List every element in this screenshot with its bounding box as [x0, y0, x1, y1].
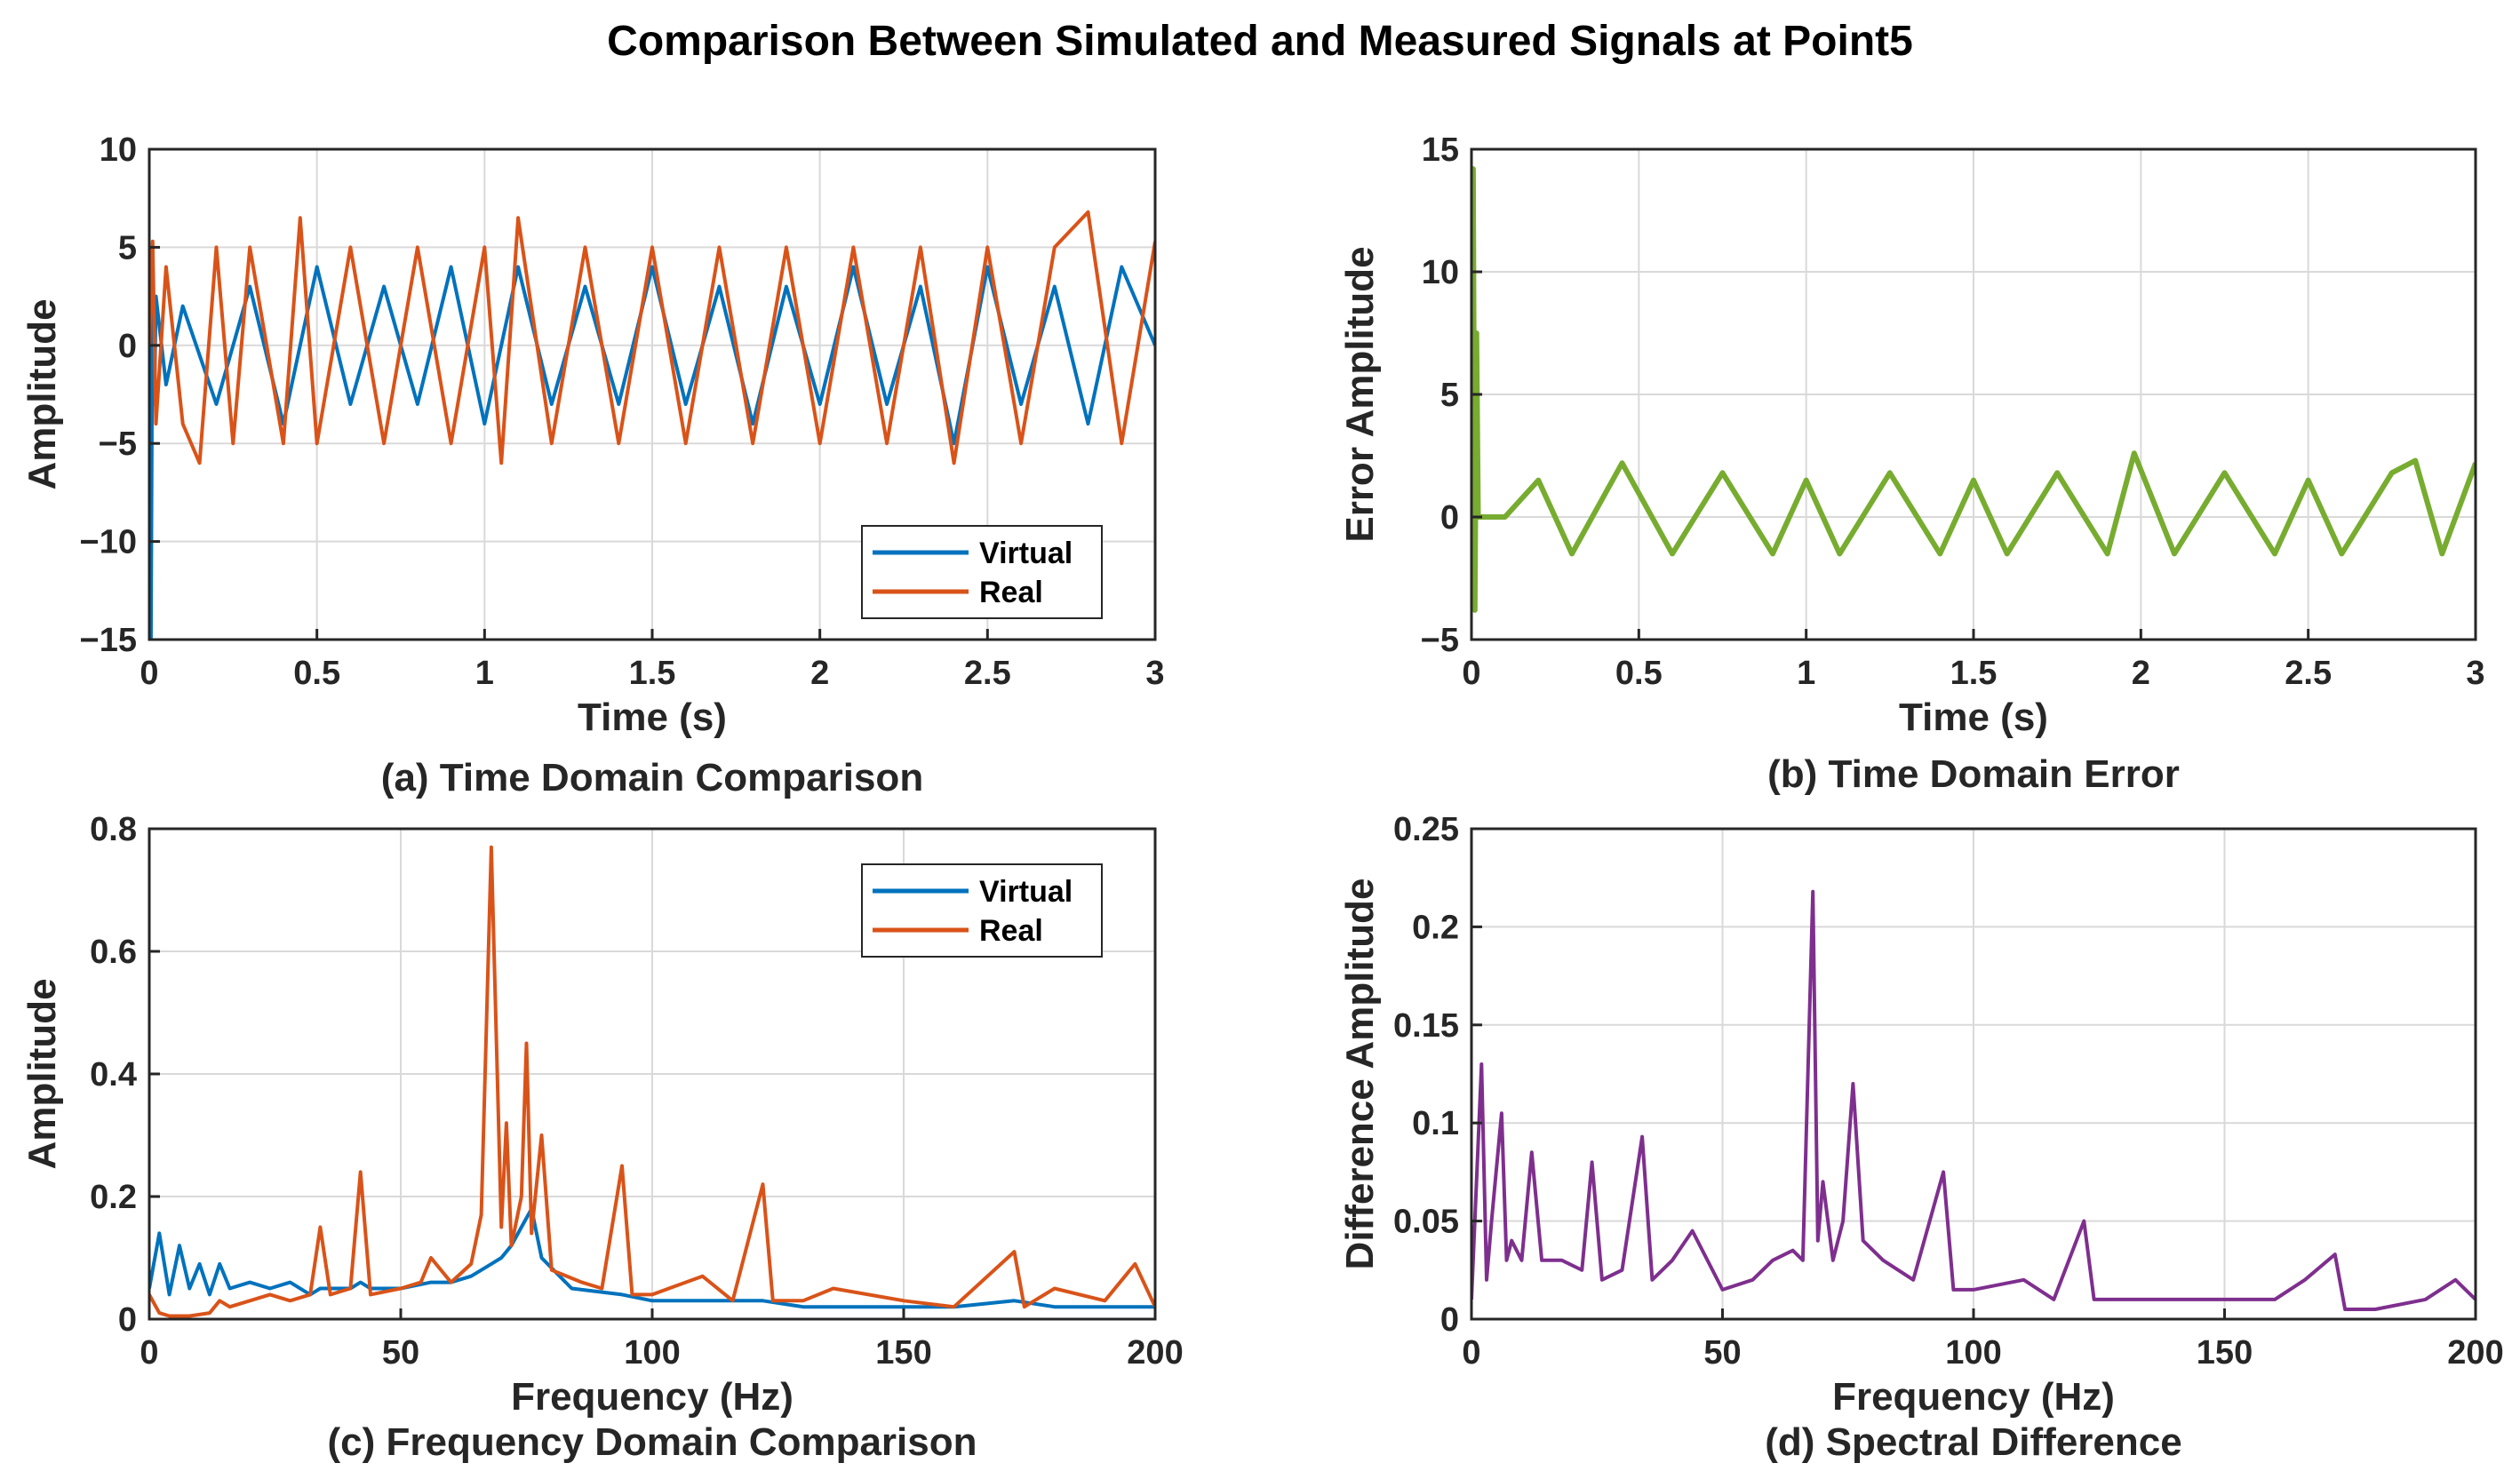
legend-label-real: Real: [979, 576, 1043, 609]
y-tick-label: 0.2: [90, 1179, 137, 1216]
y-tick-label: −5: [99, 425, 137, 463]
legend: Virtual Real: [861, 863, 1103, 958]
y-axis-label: Difference Amplitude: [1338, 879, 1382, 1270]
subplot-caption: (c) Frequency Domain Comparison: [327, 1420, 977, 1464]
x-tick-label: 100: [1945, 1334, 2001, 1372]
y-tick-label: 0.25: [1393, 811, 1459, 848]
x-tick-label: 150: [875, 1334, 931, 1372]
x-tick-label: 0.5: [1615, 655, 1663, 692]
x-axis-label: Frequency (Hz): [511, 1375, 793, 1419]
legend-label-real: Real: [979, 914, 1043, 948]
x-tick-label: 150: [2197, 1334, 2253, 1372]
y-tick-label: 0: [118, 328, 137, 365]
y-tick-label: 0: [118, 1301, 137, 1339]
y-tick-label: 0.6: [90, 934, 137, 971]
y-axis-label: Amplitude: [20, 298, 64, 489]
subplot-caption: (d) Spectral Difference: [1765, 1420, 2181, 1464]
x-tick-label: 100: [624, 1334, 680, 1372]
y-tick-label: −5: [1421, 622, 1459, 659]
y-tick-label: 10: [1422, 254, 1459, 291]
legend-box: [861, 863, 1103, 958]
x-tick-label: 3: [2466, 655, 2484, 692]
series-line-real: [149, 845, 1155, 1318]
series-line-real: [149, 210, 1155, 465]
chart-d: 0 50 100 150 200 0 0.05 0.1 0.15 0.2 0.25 Frequency…: [1338, 811, 2504, 1464]
subplot-caption: (a) Time Domain Comparison: [381, 756, 923, 799]
series-line-b: [1471, 166, 2476, 613]
y-tick-label: −10: [80, 524, 137, 561]
x-tick-label: 200: [1127, 1334, 1183, 1372]
figure-title: Comparison Between Simulated and Measure…: [607, 18, 1913, 65]
y-tick-label: 0.4: [90, 1056, 137, 1093]
y-tick-label: 0.2: [1412, 909, 1459, 946]
legend: Virtual Real: [861, 525, 1103, 619]
series-line-d: [1471, 889, 2476, 1311]
y-tick-label: 0.8: [90, 811, 137, 848]
x-tick-label: 1.5: [629, 655, 676, 692]
x-tick-label: 0: [140, 655, 158, 692]
x-tick-label: 1: [1797, 655, 1815, 692]
x-tick-label: 50: [1703, 1334, 1741, 1372]
series-line-virtual: [149, 1206, 1155, 1309]
legend-label-virtual: Virtual: [979, 875, 1073, 909]
x-axis-label: Time (s): [1899, 696, 2048, 739]
chart-a: 0 0.5 1 1.5 2 2.5 3 −15 −10 −5 0 5 10 Time (s) Amplitu…: [20, 131, 1165, 799]
subplot-caption: (b) Time Domain Error: [1767, 752, 2180, 796]
y-tick-label: 10: [100, 131, 137, 169]
y-tick-label: 0.05: [1393, 1204, 1459, 1241]
y-tick-label: 5: [118, 229, 137, 266]
x-axis-label: Frequency (Hz): [1832, 1375, 2115, 1419]
x-tick-label: 2.5: [2285, 655, 2332, 692]
x-tick-label: 2: [810, 655, 829, 692]
y-axis-label: Amplitude: [20, 978, 64, 1169]
x-tick-label: 0.5: [293, 655, 340, 692]
y-tick-label: 0: [1440, 499, 1459, 537]
legend-label-virtual: Virtual: [979, 537, 1073, 570]
x-tick-label: 50: [382, 1334, 419, 1372]
x-tick-label: 200: [2447, 1334, 2503, 1372]
y-axis-label: Error Amplitude: [1338, 246, 1382, 542]
x-tick-label: 0: [1462, 655, 1480, 692]
y-tick-label: 0.15: [1393, 1007, 1459, 1045]
x-tick-label: 1.5: [1950, 655, 1998, 692]
y-tick-label: 15: [1422, 131, 1459, 169]
x-axis-label: Time (s): [578, 696, 727, 739]
legend-box: [861, 525, 1103, 619]
y-tick-label: −15: [80, 622, 137, 659]
x-tick-label: 3: [1145, 655, 1164, 692]
chart-c: 0 50 100 150 200 0 0.2 0.4 0.6 0.8 Frequency (Hz) A…: [20, 811, 1184, 1464]
y-tick-label: 0.1: [1412, 1105, 1459, 1142]
x-tick-label: 0: [140, 1334, 158, 1372]
y-tick-label: 0: [1440, 1301, 1459, 1339]
x-tick-label: 0: [1462, 1334, 1480, 1372]
x-tick-label: 2: [2132, 655, 2150, 692]
x-tick-label: 1: [475, 655, 494, 692]
y-tick-label: 5: [1440, 377, 1459, 414]
x-tick-label: 2.5: [964, 655, 1011, 692]
